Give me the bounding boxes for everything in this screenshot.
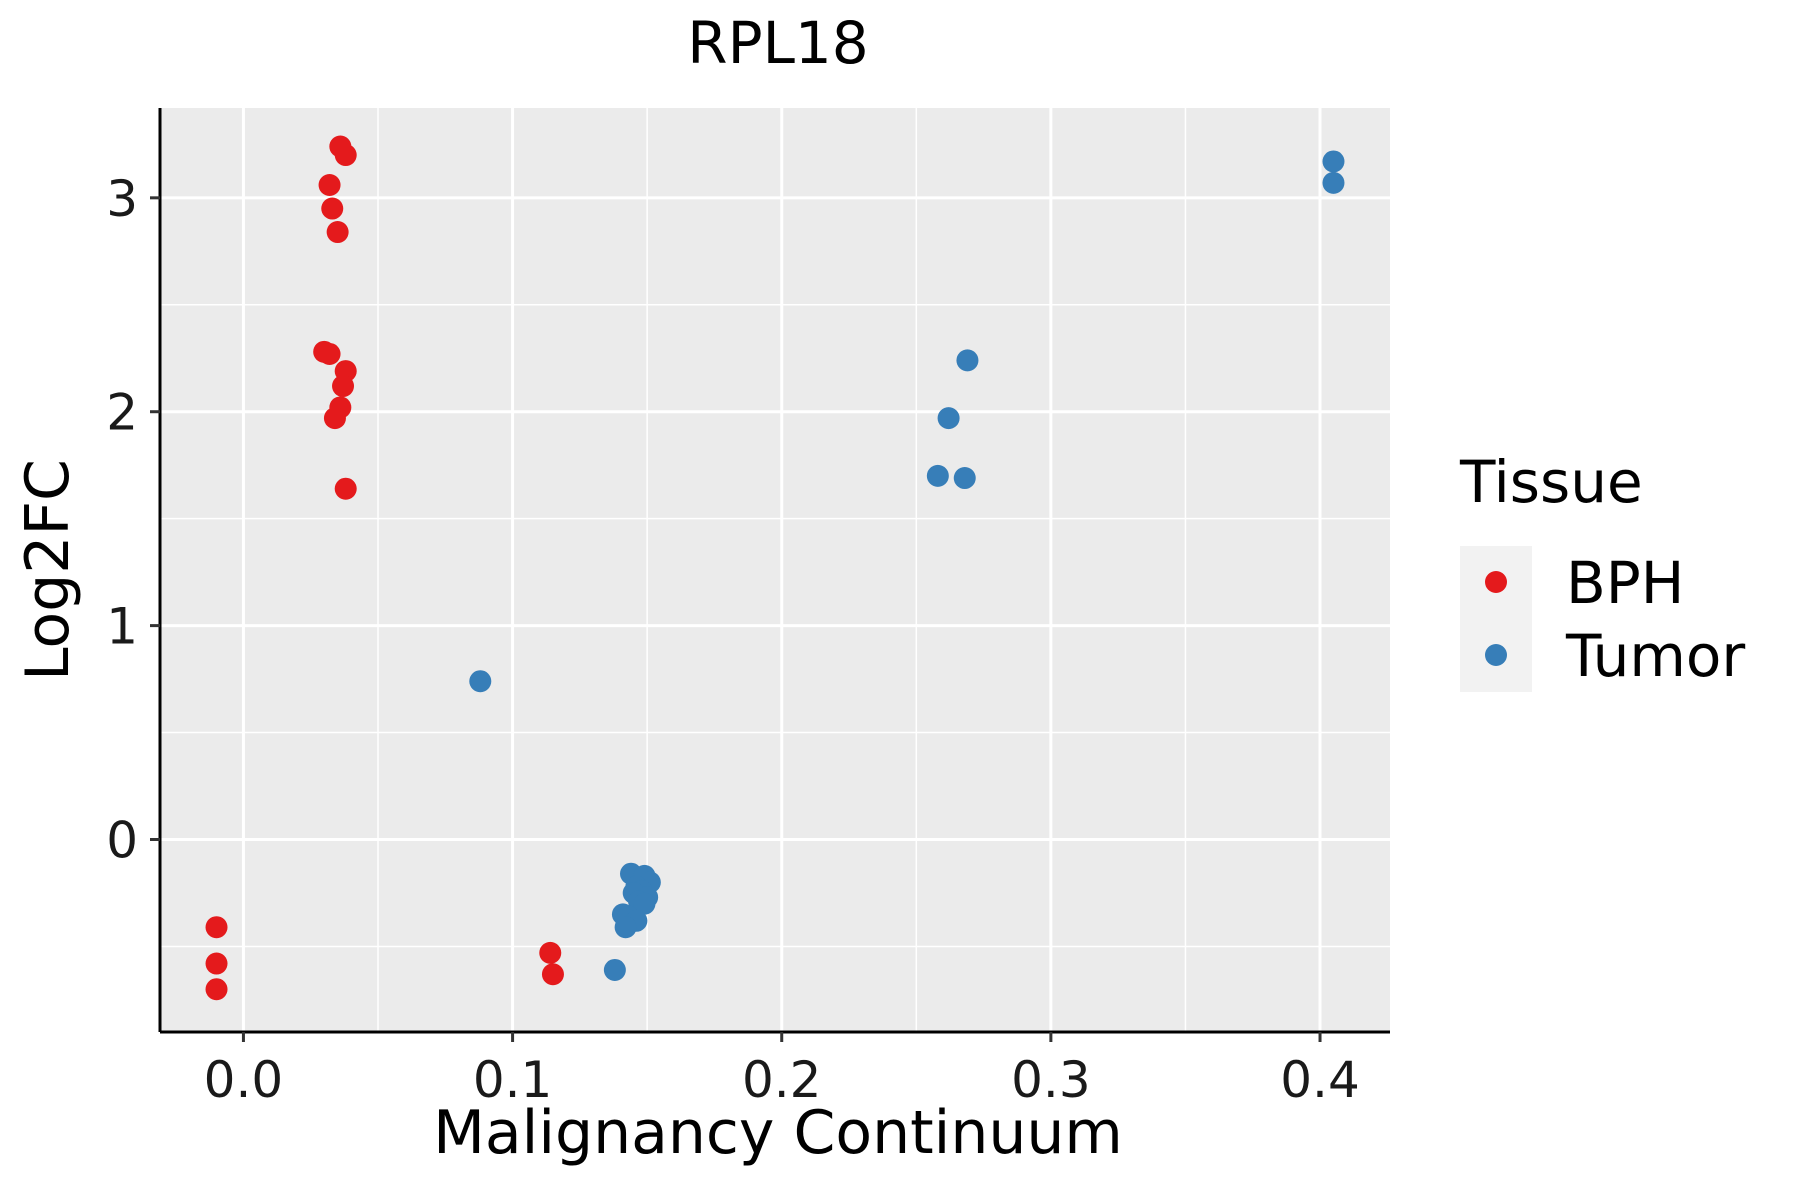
y-axis-ticks: 0 1 2 3 [106,170,160,870]
point-tumor [956,349,979,372]
legend-title: Tissue [1459,448,1643,516]
y-tick-label: 0 [106,812,138,870]
x-axis-ticks: 0.0 0.1 0.2 0.3 0.4 [204,1032,1360,1109]
x-tick-label: 0.0 [204,1051,284,1109]
point-bph [321,197,344,220]
point-tumor [614,916,637,939]
y-tick-label: 1 [106,598,138,656]
point-bph [205,952,228,975]
minor-gridlines [160,108,1390,1032]
x-axis-title: Malignancy Continuum [433,1098,1123,1168]
point-tumor [953,467,976,490]
chart-title: RPL18 [687,9,868,77]
point-bph [205,978,228,1001]
point-tumor [469,670,492,693]
y-tick-label: 3 [106,170,138,228]
point-bph [205,916,228,939]
point-tumor [1322,150,1345,173]
point-tumor [603,958,626,981]
point-tumor [1322,171,1345,194]
point-bph [323,407,346,430]
y-tick-label: 2 [106,384,138,442]
x-tick-label: 0.4 [1280,1051,1360,1109]
point-bph [334,144,357,167]
legend-key-bph [1485,571,1507,593]
point-bph [318,174,341,196]
x-tick-label: 0.2 [742,1051,822,1109]
point-tumor [926,464,949,487]
legend-key-tumor [1485,644,1507,666]
y-axis-title: Log2FC [13,459,83,681]
point-bph [539,941,562,964]
plot-panel [160,108,1390,1032]
x-tick-label: 0.1 [473,1051,553,1109]
legend-key-background [1460,546,1532,692]
point-bph [332,375,355,398]
major-gridlines [160,108,1390,1032]
legend: Tissue BPH Tumor [1459,448,1745,692]
point-tumor [937,407,960,430]
point-bph [334,477,357,500]
legend-label-bph: BPH [1566,549,1684,617]
point-bph [541,963,564,986]
point-bph [326,221,349,244]
point-bph [318,342,341,365]
legend-label-tumor: Tumor [1565,622,1745,690]
x-tick-label: 0.3 [1011,1051,1091,1109]
point-tumor [633,892,656,915]
data-points [205,135,1345,1001]
